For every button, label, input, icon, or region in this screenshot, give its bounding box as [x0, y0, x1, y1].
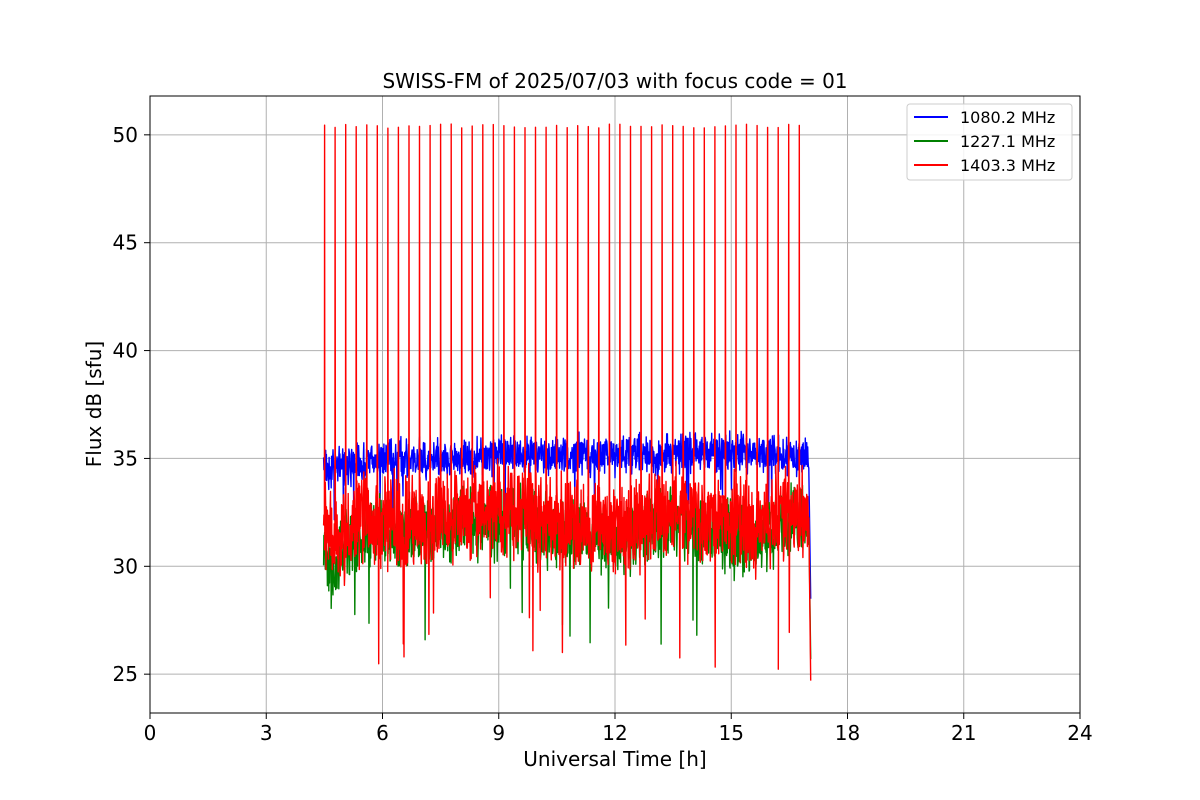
y-axis-ticks: 25 30 35 40 45 50	[113, 123, 150, 686]
legend-label-1227: 1227.1 MHz	[960, 132, 1055, 151]
legend-box	[906, 103, 1073, 181]
x-tick-label: 3	[260, 721, 273, 745]
y-tick-label: 40	[113, 339, 138, 363]
legend-label-1080: 1080.2 MHz	[960, 108, 1055, 127]
x-tick-label: 15	[719, 721, 744, 745]
x-tick-label: 12	[602, 721, 627, 745]
y-tick-label: 35	[113, 446, 138, 470]
chart-title: SWISS-FM of 2025/07/03 with focus code =…	[382, 69, 847, 93]
x-axis-label: Universal Time [h]	[523, 747, 706, 771]
y-tick-label: 50	[113, 123, 138, 147]
x-tick-label: 6	[376, 721, 389, 745]
legend-label-1403: 1403.3 MHz	[960, 156, 1055, 175]
y-tick-label: 25	[113, 662, 138, 686]
legend: 1080.2 MHz 1227.1 MHz 1403.3 MHz	[906, 103, 1073, 181]
y-tick-label: 30	[113, 554, 138, 578]
x-tick-label: 18	[835, 721, 860, 745]
x-tick-label: 9	[492, 721, 505, 745]
x-axis-ticks: 0 3 6 9 12 15 18 21 24	[144, 713, 1093, 745]
series-line-1403	[322, 123, 812, 681]
x-tick-label: 21	[951, 721, 976, 745]
x-tick-label: 24	[1067, 721, 1092, 745]
series-layer	[322, 123, 812, 681]
y-tick-label: 45	[113, 231, 138, 255]
y-axis-label: Flux dB [sfu]	[82, 341, 106, 467]
x-tick-label: 0	[144, 721, 157, 745]
